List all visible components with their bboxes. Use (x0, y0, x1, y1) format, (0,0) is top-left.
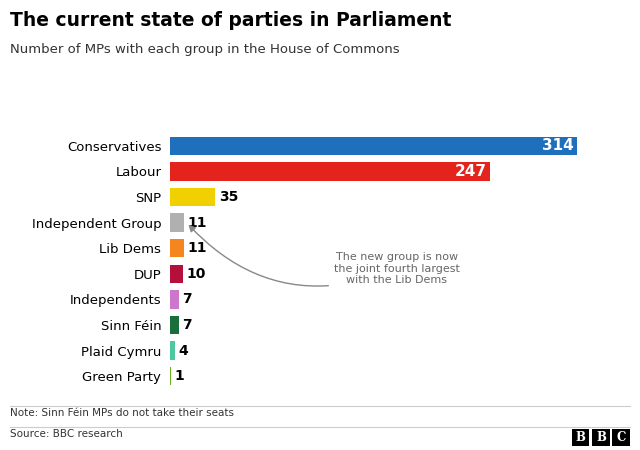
Text: 7: 7 (182, 292, 192, 306)
Bar (170, 367, 171, 385)
Text: 35: 35 (219, 190, 238, 204)
Text: The current state of parties in Parliament: The current state of parties in Parliame… (10, 11, 451, 30)
Text: 4: 4 (179, 343, 188, 358)
Text: 314: 314 (541, 138, 573, 153)
Bar (170, 188, 215, 206)
Bar (170, 162, 490, 180)
Text: 7: 7 (182, 318, 192, 332)
Bar (170, 239, 184, 257)
Text: 11: 11 (188, 241, 207, 255)
Text: The new group is now
the joint fourth largest
with the Lib Dems: The new group is now the joint fourth la… (189, 226, 460, 286)
Text: Note: Sinn Féin MPs do not take their seats: Note: Sinn Féin MPs do not take their se… (10, 408, 234, 418)
Text: B: B (575, 432, 586, 444)
Text: 10: 10 (186, 267, 206, 281)
Bar (170, 342, 175, 360)
Text: Number of MPs with each group in the House of Commons: Number of MPs with each group in the Hou… (10, 43, 399, 56)
Bar (170, 137, 577, 155)
Text: B: B (596, 432, 606, 444)
Text: C: C (617, 432, 626, 444)
Bar (170, 290, 179, 309)
Text: Source: BBC research: Source: BBC research (10, 429, 122, 439)
Bar (170, 316, 179, 334)
Text: 1: 1 (175, 369, 184, 383)
Bar (170, 265, 182, 283)
Bar (170, 213, 184, 232)
Text: 247: 247 (454, 164, 486, 179)
Text: 11: 11 (188, 216, 207, 230)
